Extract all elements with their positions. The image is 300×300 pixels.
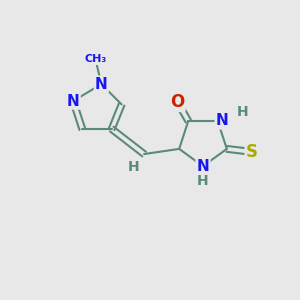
Text: N: N — [67, 94, 80, 109]
Text: O: O — [170, 93, 184, 111]
Text: H: H — [128, 160, 140, 174]
Text: N: N — [216, 113, 229, 128]
Text: S: S — [246, 143, 258, 161]
Text: H: H — [237, 105, 249, 119]
Text: N: N — [196, 159, 209, 174]
Text: H: H — [197, 174, 209, 188]
Text: CH₃: CH₃ — [84, 54, 106, 64]
Text: N: N — [95, 76, 108, 92]
